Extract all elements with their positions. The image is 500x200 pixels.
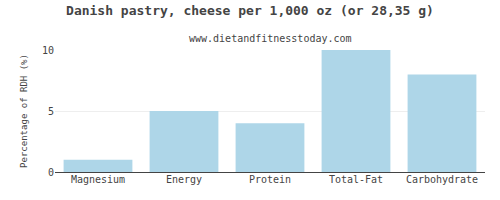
svg-text:5: 5	[48, 106, 54, 117]
svg-text:10: 10	[42, 45, 54, 56]
svg-text:Percentage of RDH (%): Percentage of RDH (%)	[19, 54, 29, 168]
svg-text:Protein: Protein	[249, 174, 291, 185]
svg-text:Carbohydrate: Carbohydrate	[406, 174, 478, 185]
svg-text:www.dietandfitnesstoday.com: www.dietandfitnesstoday.com	[189, 33, 352, 44]
svg-text:0: 0	[48, 167, 54, 178]
svg-text:Magnesium: Magnesium	[71, 174, 125, 185]
svg-text:Total-Fat: Total-Fat	[329, 174, 383, 185]
svg-text:Danish pastry, cheese per 1,00: Danish pastry, cheese per 1,000 oz (or 2…	[66, 3, 434, 18]
svg-text:Energy: Energy	[166, 174, 202, 185]
